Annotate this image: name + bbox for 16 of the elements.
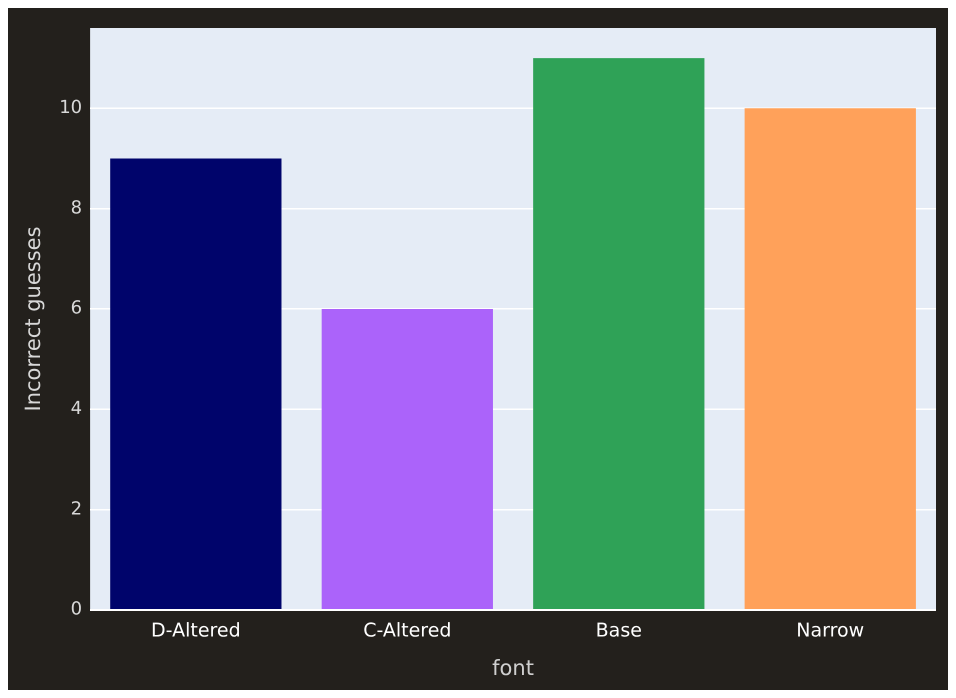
bar [110, 158, 282, 610]
x-tick-label: Narrow [796, 619, 864, 642]
y-tick-label: 6 [70, 298, 82, 319]
x-tick-label: D-Altered [151, 619, 241, 642]
y-tick-label: 10 [59, 96, 82, 118]
x-axis-title: font [492, 656, 534, 680]
bar [533, 58, 704, 610]
x-tick-label: C-Altered [363, 619, 452, 642]
x-tick-label: Base [596, 619, 642, 642]
y-tick-label: 8 [70, 197, 82, 218]
y-tick-label: 4 [70, 398, 82, 419]
y-tick-label: 0 [70, 598, 82, 620]
y-tick-label: 2 [70, 498, 82, 520]
bar [322, 308, 493, 610]
bar [744, 108, 916, 610]
y-axis-title: Incorrect guesses [21, 226, 46, 412]
